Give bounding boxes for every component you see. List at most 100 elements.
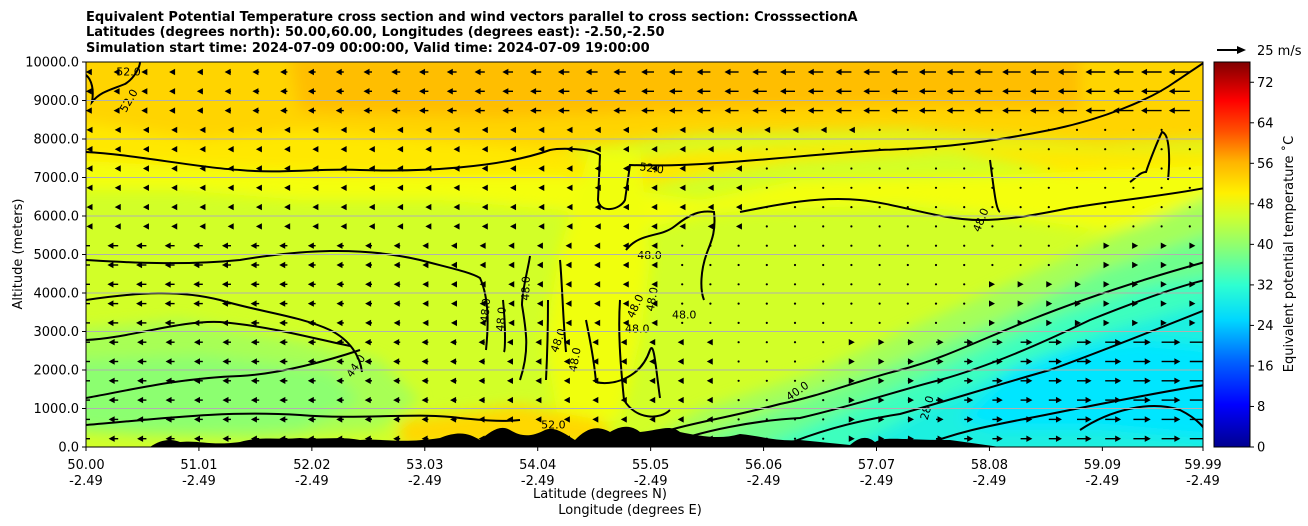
wind-vector (107, 261, 119, 269)
wind-vector (594, 300, 601, 307)
wind-vector (1047, 244, 1050, 247)
wind-vector (224, 107, 231, 114)
wind-vector (451, 281, 457, 288)
wind-vector (592, 416, 599, 423)
x-tick-label-lat: 53.03 (406, 458, 443, 473)
wind-vector (365, 281, 372, 288)
x-tick-label-lat: 55.05 (632, 458, 669, 473)
wind-vector (1132, 261, 1139, 269)
wind-vector (906, 302, 909, 305)
wind-vector (974, 88, 993, 95)
wind-vector (850, 225, 853, 228)
wind-vector (280, 68, 288, 76)
wind-vector (450, 377, 457, 384)
wind-vector (822, 167, 825, 170)
wind-vector (307, 358, 316, 365)
wind-vector (1075, 206, 1079, 209)
wind-vector (252, 88, 260, 95)
wind-vector (651, 300, 658, 307)
wind-vector (891, 107, 908, 114)
wind-vector (307, 416, 316, 423)
wind-vector (622, 223, 629, 230)
wind-vector (1168, 107, 1190, 114)
wind-vector (1047, 263, 1050, 267)
wind-vector (822, 283, 825, 286)
wind-vector (906, 244, 909, 247)
wind-vector (822, 148, 825, 151)
wind-vector (988, 281, 995, 288)
contour-lines (86, 62, 1203, 447)
colorbar-tick-label: 64 (1257, 116, 1274, 131)
colorbar-tick-label: 24 (1257, 319, 1274, 334)
wind-vector (368, 165, 375, 172)
wind-vector (651, 223, 658, 230)
wind-vector (364, 377, 372, 384)
wind-vector (1133, 416, 1151, 423)
wind-vector (735, 223, 742, 230)
wind-vector (451, 261, 457, 269)
wind-vector (991, 186, 994, 189)
wind-vector (1077, 339, 1092, 346)
wind-vector (707, 184, 714, 191)
wind-vector (340, 126, 347, 134)
wind-vector (510, 165, 517, 172)
x-tick-label-lat: 54.04 (519, 458, 556, 473)
wind-vector (1077, 435, 1092, 442)
wind-vector (566, 223, 573, 230)
wind-vector (1105, 377, 1122, 384)
wind-vector (878, 167, 881, 170)
wind-vector (538, 203, 545, 211)
wind-vector (735, 203, 742, 211)
wind-vector (284, 184, 291, 191)
wind-vector (822, 206, 825, 209)
wind-vector (1103, 319, 1110, 327)
wind-vector (992, 358, 1003, 365)
wind-vector (1132, 206, 1135, 209)
wind-vector (594, 203, 601, 211)
wind-vector (964, 377, 974, 384)
wind-vector (284, 223, 291, 230)
wind-vector (878, 283, 881, 286)
wind-vector (651, 261, 658, 269)
wind-vector (651, 184, 658, 191)
wind-vector (536, 242, 543, 249)
contour-label: 52.0 (639, 160, 665, 176)
wind-vector (340, 223, 347, 230)
wind-vector (307, 261, 316, 269)
wind-vector (1141, 88, 1162, 95)
wind-vector (765, 167, 768, 170)
x-tick-label-lon: -2.49 (1086, 474, 1120, 489)
wind-vector (946, 88, 965, 95)
wind-vector (421, 339, 429, 346)
y-tick-label: 10000.0 (25, 56, 79, 71)
wind-vector (613, 68, 626, 76)
wind-vector (1075, 128, 1079, 131)
wind-vector (735, 126, 742, 134)
wind-vector (530, 88, 542, 95)
wind-vector (1188, 225, 1191, 228)
y-axis: 0.0 1000.0 2000.0 3000.0 4000.0 5000.0 6000.0 7… (25, 56, 86, 456)
wind-vector (850, 263, 853, 267)
wind-vector (907, 377, 914, 384)
wind-vector (1075, 186, 1079, 189)
contour-label: 48.0 (567, 346, 584, 372)
wind-vector (668, 68, 683, 76)
wind-vector (878, 148, 881, 151)
wind-vector (364, 339, 372, 346)
wind-vector (793, 167, 797, 170)
wind-vector (453, 126, 460, 134)
wind-vector (878, 263, 881, 267)
wind-vector (1160, 281, 1167, 288)
wind-vector (963, 263, 966, 267)
wind-vector (279, 319, 288, 327)
wind-vector (136, 242, 147, 249)
wind-vector (171, 146, 178, 153)
wind-vector (312, 165, 319, 172)
wind-vector (706, 416, 713, 423)
wind-vector (113, 88, 120, 95)
wind-vector (807, 68, 824, 76)
wind-vector (1132, 148, 1135, 151)
wind-vector (651, 242, 658, 249)
wind-vector (1189, 341, 1203, 343)
wind-vector (86, 88, 92, 95)
